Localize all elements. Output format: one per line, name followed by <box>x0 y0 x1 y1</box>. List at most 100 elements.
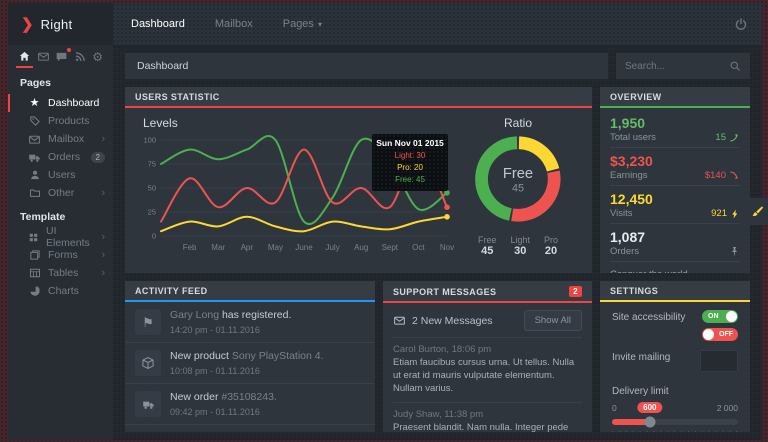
slider-min-label: 0 <box>612 403 617 413</box>
sidebar-item-charts[interactable]: Charts <box>8 282 113 300</box>
sidebar-item-users[interactable]: Users <box>8 166 113 184</box>
envelope-icon <box>393 314 406 327</box>
invite-mailing-checkbox[interactable] <box>700 350 738 372</box>
caret-down-icon: ▾ <box>317 19 322 29</box>
mail-icon <box>37 50 50 63</box>
panel-title-users-statistic: USERS STATISTIC <box>125 87 592 108</box>
top-header: ❯ Right Dashboard Mailbox Pages ▾ <box>8 3 762 45</box>
nav-item-pages[interactable]: Pages ▾ <box>282 18 322 30</box>
sidebar-item-ui-elements[interactable]: UI Elements › <box>8 225 113 249</box>
site-accessibility-off-toggle[interactable]: OFF <box>702 328 738 341</box>
progress-conquer-the-world: Conquer the world <box>610 269 740 273</box>
nav-item-mailbox[interactable]: Mailbox <box>214 18 253 30</box>
panel-title-support-messages: SUPPORT MESSAGES 2 <box>383 281 592 303</box>
theme-customizer-button[interactable] <box>745 198 768 225</box>
rss-icon <box>74 50 87 63</box>
app-logo[interactable]: ❯ Right <box>8 3 113 45</box>
pin-icon <box>729 246 740 257</box>
truck-icon <box>142 398 155 411</box>
ratio-legend: Free 45 Light 30 Pro 20 <box>452 235 584 257</box>
mail-icon <box>28 133 41 146</box>
sidebar-tab-home-icon[interactable] <box>16 45 33 68</box>
legend-item-light: Light 30 <box>510 235 531 257</box>
chart-tooltip: Sun Nov 01 2015 Light: 30 Pro: 20 Free: 45 <box>372 134 448 191</box>
delivery-limit-label: Delivery limit <box>612 386 669 397</box>
folder-icon <box>29 187 41 199</box>
svg-text:50: 50 <box>148 184 156 193</box>
overview-stat-visits: 12,450 Visits 921 <box>610 186 740 224</box>
unread-count-badge: 2 <box>569 286 582 297</box>
svg-text:July: July <box>325 243 339 252</box>
breadcrumb: Dashboard <box>125 53 608 79</box>
chevron-right-icon: › <box>101 186 105 199</box>
search-icon[interactable] <box>729 60 741 72</box>
copy-icon <box>29 249 41 261</box>
trend-down-icon <box>729 170 740 181</box>
sidebar-item-tables[interactable]: Tables › <box>8 264 113 282</box>
delivery-limit-slider[interactable] <box>612 416 738 428</box>
sidebar-tab-rss-icon[interactable] <box>74 45 87 68</box>
svg-text:0: 0 <box>152 232 156 241</box>
slider-handle[interactable] <box>644 416 656 428</box>
power-icon[interactable] <box>734 17 748 31</box>
search-box <box>616 53 750 79</box>
panel-settings: SETTINGS Site accessibility ON OFF <box>600 281 750 432</box>
sidebar-item-other[interactable]: Other › <box>8 184 113 202</box>
orders-count-badge: 2 <box>90 151 105 163</box>
pie-icon <box>29 285 41 297</box>
sidebar-tab-mail-icon[interactable] <box>37 45 50 68</box>
overview-stat-orders: 1,087 Orders <box>610 224 740 262</box>
chevron-right-icon: › <box>101 248 105 261</box>
svg-text:June: June <box>295 243 313 252</box>
sidebar-item-mailbox[interactable]: Mailbox › <box>8 130 113 148</box>
flag-icon: ⚑ <box>142 314 154 330</box>
sidebar-tab-gear-icon[interactable]: ⚙ <box>92 45 103 68</box>
sidebar-item-orders[interactable]: Orders 2 <box>8 148 113 166</box>
feed-item: ⚑ Gary Long has registered. 14:20 pm - 01.… <box>125 302 375 344</box>
panel-title-settings: SETTINGS <box>600 281 750 302</box>
sidebar-item-dashboard[interactable]: ★ Dashboard <box>8 94 113 112</box>
overview-stat-total-users: 1,950 Total users 15 <box>610 110 740 148</box>
site-accessibility-on-toggle[interactable]: ON <box>702 310 738 323</box>
tooltip-row: Free: 45 <box>395 175 425 184</box>
user-icon <box>29 169 41 181</box>
trend-up-icon <box>729 132 740 143</box>
slider-ruler <box>612 431 738 432</box>
svg-text:Sept: Sept <box>382 243 399 252</box>
ratio-donut-chart[interactable]: Free 45 <box>452 130 584 233</box>
slider-value-badge: 600 <box>637 402 663 413</box>
sidebar-item-products[interactable]: Products <box>8 112 113 130</box>
legend-item-pro: Pro 20 <box>544 235 559 257</box>
levels-line-chart[interactable]: 0 25 50 75 100 Feb Mar Apr May June July Aug Sept Oct… <box>137 130 454 256</box>
nav-item-dashboard[interactable]: Dashboard <box>131 18 185 30</box>
support-message: Carol Burton, 18:06 pm Etiam faucibus cur… <box>393 337 582 402</box>
site-accessibility-label: Site accessibility <box>612 312 686 323</box>
home-icon <box>18 50 31 63</box>
new-messages-label: 2 New Messages <box>412 314 493 327</box>
levels-chart-title: Levels <box>143 116 178 130</box>
svg-text:Oct: Oct <box>412 243 425 252</box>
svg-text:Apr: Apr <box>241 243 254 252</box>
chevron-right-icon: › <box>101 132 105 145</box>
gear-icon: ⚙ <box>92 49 103 64</box>
truck-icon <box>28 151 41 164</box>
sidebar-section-template: Template <box>20 211 66 223</box>
svg-text:Feb: Feb <box>183 243 197 252</box>
chevron-right-icon: › <box>101 266 105 279</box>
overview-stat-earnings: $3,230 Earnings $140 <box>610 148 740 186</box>
tooltip-row: Pro: 20 <box>397 163 423 172</box>
show-all-button[interactable]: Show All <box>523 310 582 331</box>
panel-users-statistic: USERS STATISTIC Levels 0 25 50 75 100 Feb Mar A… <box>125 87 592 273</box>
svg-text:Aug: Aug <box>354 243 368 252</box>
sidebar-item-forms[interactable]: Forms › <box>8 246 113 264</box>
panel-support-messages: SUPPORT MESSAGES 2 2 New Messages Show A <box>383 281 592 432</box>
tag-icon <box>29 115 41 127</box>
sidebar-tab-chat-icon[interactable] <box>55 45 72 68</box>
search-input[interactable] <box>625 60 723 72</box>
slider-max-label: 2 000 <box>716 403 738 413</box>
invite-mailing-label: Invite mailing <box>612 352 671 363</box>
svg-text:Nov: Nov <box>440 243 454 252</box>
panel-title-overview: OVERVIEW <box>600 87 750 108</box>
logo-text: Right <box>40 16 73 32</box>
top-nav: Dashboard Mailbox Pages ▾ <box>113 3 734 45</box>
